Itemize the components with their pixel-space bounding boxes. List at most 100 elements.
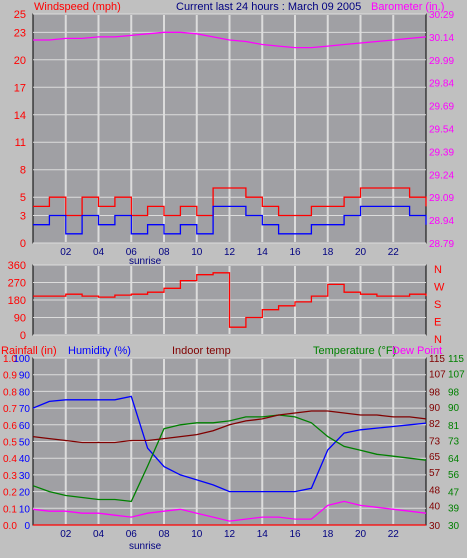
temperature-tick-label: 90 (448, 403, 460, 414)
dew-point-line (32, 500, 427, 522)
windspeed-tick-label: 8 (20, 165, 26, 177)
x-tick-label: 08 (158, 247, 170, 258)
x-tick-label: 02 (60, 529, 72, 540)
temperature-tick-label: 56 (448, 470, 460, 481)
sunrise-label-top: sunrise (129, 256, 162, 267)
humidity-axis-label: Humidity (%) (68, 345, 131, 357)
temperature-tick-label: 107 (448, 370, 465, 381)
temperature-axis-label: Temperature (°F) (313, 345, 396, 357)
indoor-temp-line (32, 410, 427, 444)
windspeed-tick-label: 17 (14, 82, 26, 94)
sunrise-label-bottom: sunrise (129, 541, 162, 552)
barometer-tick-label: 29.09 (429, 193, 454, 204)
indoor-temp-tick-label: 82 (429, 419, 441, 430)
x-tick-label: 10 (191, 529, 203, 540)
windspeed-tick-label: 23 (14, 27, 26, 39)
x-tick-label: 08 (158, 529, 170, 540)
indoor-temp-tick-label: 40 (429, 501, 441, 512)
temperature-tick-label: 98 (448, 387, 460, 398)
humidity-tick-label: 30 (19, 471, 31, 482)
windspeed-tick-label: 20 (14, 55, 26, 67)
humidity-line (32, 395, 427, 493)
x-tick-label: 16 (289, 529, 301, 540)
direction-tick-label: 180 (8, 295, 26, 307)
windspeed-tick-label: 11 (15, 137, 26, 149)
rainfall-tick-label: 0.1 (3, 504, 17, 515)
humidity-tick-label: 90 (19, 371, 31, 382)
rainfall-tick-label: 0.8 (3, 387, 17, 398)
indoor-temp-tick-label: 98 (429, 387, 441, 398)
barometer-axis-label: Barometer (in.) (371, 1, 444, 13)
humidity-tick-label: 60 (19, 421, 31, 432)
humidity-tick-label: 70 (19, 404, 31, 415)
barometer-tick-label: 30.29 (429, 10, 454, 21)
x-tick-label: 06 (126, 529, 138, 540)
indoor-temp-tick-label: 30 (429, 521, 441, 532)
temperature-tick-label: 47 (448, 488, 460, 499)
x-tick-label: 04 (93, 247, 105, 258)
temperature-line (32, 414, 427, 503)
direction-tick-label: 360 (8, 260, 26, 272)
x-tick-label: 22 (388, 529, 400, 540)
indoor-temp-tick-label: 107 (429, 370, 446, 381)
compass-tick-label: E (434, 317, 441, 329)
indoor-temp-tick-label: 57 (429, 468, 441, 479)
barometer-tick-label: 28.94 (429, 216, 454, 227)
x-tick-label: 22 (388, 247, 400, 258)
rainfall-tick-label: 0.4 (3, 454, 17, 465)
chart-title: Current last 24 hours : March 09 2005 (176, 1, 361, 13)
temperature-tick-label: 73 (448, 437, 460, 448)
barometer-tick-label: 29.39 (429, 147, 454, 158)
temperature-tick-label: 81 (448, 421, 460, 432)
direction-tick-label: 270 (8, 278, 26, 290)
rainfall-axis-label: Rainfall (in) (1, 345, 57, 357)
wind-gust-line (33, 187, 427, 217)
humidity-tick-label: 20 (19, 488, 31, 499)
x-tick-label: 12 (224, 529, 236, 540)
wind-direction-line (33, 272, 427, 328)
compass-tick-label: S (434, 299, 441, 311)
x-tick-label: 16 (289, 247, 301, 258)
direction-tick-label: 0 (20, 330, 26, 342)
humidity-tick-label: 0 (24, 521, 30, 532)
x-tick-label: 10 (191, 247, 203, 258)
rainfall-tick-label: 0.6 (3, 421, 17, 432)
windspeed-axis-label: Windspeed (mph) (34, 1, 121, 13)
barometer-tick-label: 29.69 (429, 102, 454, 113)
temperature-tick-label: 115 (448, 354, 464, 365)
temperature-tick-label: 39 (448, 503, 460, 514)
windspeed-tick-label: 25 (14, 9, 26, 21)
windspeed-tick-label: 0 (20, 238, 26, 250)
x-tick-label: 12 (224, 247, 236, 258)
indoor-temp-tick-label: 115 (429, 354, 445, 365)
barometer-tick-label: 28.79 (429, 239, 454, 250)
x-tick-label: 04 (93, 529, 105, 540)
barometer-tick-label: 29.99 (429, 56, 454, 67)
windspeed-tick-label: 5 (20, 192, 26, 204)
barometer-tick-label: 29.84 (429, 79, 454, 90)
compass-tick-label: N (434, 334, 442, 346)
x-tick-label: 20 (355, 529, 367, 540)
indoor-temp-tick-label: 90 (429, 403, 441, 414)
temperature-tick-label: 30 (448, 521, 460, 532)
windspeed-tick-label: 3 (20, 211, 26, 223)
x-tick-label: 18 (322, 247, 334, 258)
x-tick-label: 14 (257, 247, 269, 258)
x-tick-label: 06 (126, 247, 138, 258)
humidity-tick-label: 50 (19, 438, 31, 449)
rainfall-tick-label: 0.0 (3, 521, 17, 532)
indoor-temp-tick-label: 73 (429, 437, 441, 448)
humidity-tick-label: 10 (19, 504, 31, 515)
windspeed-tick-label: 14 (14, 110, 26, 122)
barometer-line (33, 31, 427, 49)
barometer-tick-label: 30.14 (429, 33, 454, 44)
x-tick-label: 14 (257, 529, 269, 540)
x-tick-label: 18 (322, 529, 334, 540)
barometer-tick-label: 29.24 (429, 170, 454, 181)
indoor-temp-tick-label: 65 (429, 452, 441, 463)
dew-point-axis-label: Dew Point (392, 345, 442, 357)
rainfall-tick-label: 0.2 (3, 488, 17, 499)
x-tick-label: 02 (60, 247, 72, 258)
rainfall-tick-label: 0.7 (3, 404, 17, 415)
